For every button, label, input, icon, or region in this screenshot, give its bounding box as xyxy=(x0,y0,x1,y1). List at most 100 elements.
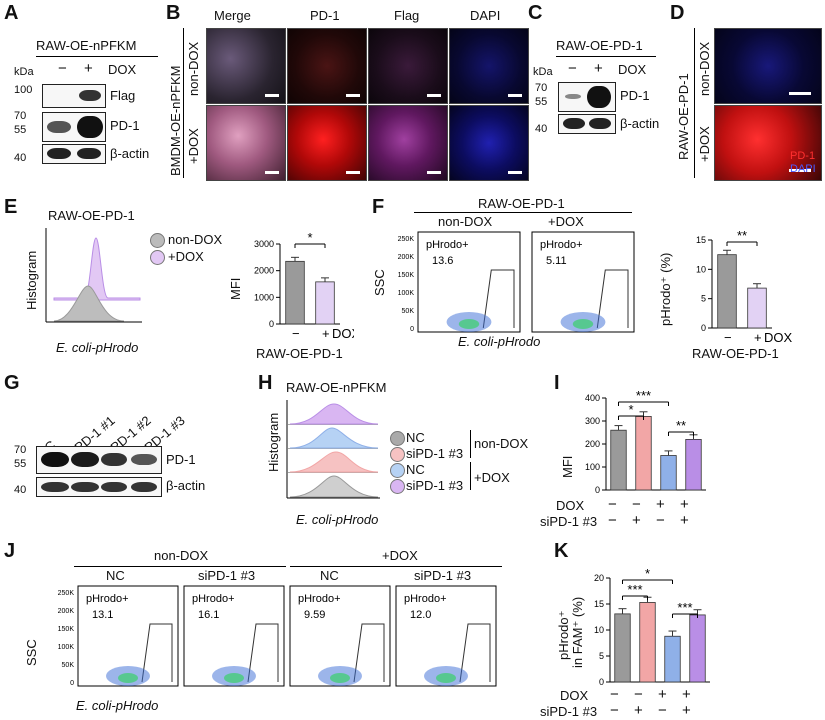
bar xyxy=(635,416,652,491)
y-tick-label: 0 xyxy=(269,319,274,329)
legend-nc-dox: NC xyxy=(406,462,425,477)
y-tick-label: 0 xyxy=(701,323,706,333)
y-tick-label: 0 xyxy=(410,326,414,333)
band xyxy=(77,116,103,138)
scale-bar xyxy=(346,171,360,174)
scale-bar xyxy=(265,94,279,97)
label-pd1: PD-1 xyxy=(620,88,650,103)
col-flag: Flag xyxy=(394,8,420,23)
event-cloud-core xyxy=(436,673,456,683)
sign-dox-3: + xyxy=(658,686,667,703)
panel-label-e: E xyxy=(4,196,18,218)
event-cloud-core xyxy=(224,673,244,683)
gate-percent: 16.1 xyxy=(198,609,219,621)
sign-dox-1: − xyxy=(608,496,617,513)
bar xyxy=(639,602,656,683)
blot-actin xyxy=(558,114,616,134)
bar xyxy=(747,287,767,329)
bracket-nondox xyxy=(470,430,471,458)
bar-e-ylabel: MFI xyxy=(228,277,243,300)
panel-a-title: RAW-OE-nPFKM xyxy=(36,38,137,53)
bar-f-ylabel: pHrodo⁺ (%) xyxy=(658,252,673,326)
panel-c-title: RAW-OE-PD-1 xyxy=(556,38,643,53)
band xyxy=(101,482,127,492)
mw-55: 55 xyxy=(14,458,27,470)
gate-polygon xyxy=(141,623,173,683)
bar xyxy=(664,635,681,683)
category-dox: DOX xyxy=(764,330,793,345)
y-tick-label: 0 xyxy=(595,485,600,495)
panel-h-xlabel: E. coli-pHrodo xyxy=(296,512,379,527)
panel-j-ylabel: SSC xyxy=(24,639,39,666)
y-tick-label: 300 xyxy=(585,416,600,426)
bar xyxy=(614,613,631,683)
image-pd1-dox xyxy=(287,105,367,181)
panel-c-title-line xyxy=(556,56,656,57)
blot-actin xyxy=(42,144,106,164)
image-dapi-nondox xyxy=(714,28,822,104)
band xyxy=(41,452,69,467)
panel-d-row-label: RAW-OE-PD-1 xyxy=(676,73,691,160)
panel-label-b: B xyxy=(166,2,181,24)
gate-polygon xyxy=(482,269,515,329)
scale-bar xyxy=(508,171,522,174)
y-tick-label: 200K xyxy=(398,254,415,261)
label-actin: β-actin xyxy=(166,478,206,493)
bar-f-group: RAW-OE-PD-1 xyxy=(692,346,779,361)
event-cloud-core xyxy=(118,673,138,683)
panel-label-j: J xyxy=(4,540,16,562)
y-tick-label: 250K xyxy=(398,236,415,243)
group-dox: +DOX xyxy=(382,548,418,563)
blot-actin xyxy=(36,477,162,497)
sig-star: ** xyxy=(737,228,747,243)
panel-label-d: D xyxy=(670,2,685,24)
group-dox: +DOX xyxy=(548,214,584,229)
category-plus: + xyxy=(322,326,330,341)
bar xyxy=(717,254,737,329)
bar xyxy=(685,439,702,491)
bar-e-group: RAW-OE-PD-1 xyxy=(256,346,343,361)
bar xyxy=(689,614,706,683)
y-tick-label: 15 xyxy=(594,599,604,609)
panel-b-row-line xyxy=(183,28,184,178)
image-merge-dox xyxy=(206,105,286,181)
band xyxy=(71,482,99,492)
legend-nondox-swatch xyxy=(150,233,165,248)
row-sipd1: siPD-1 #3 xyxy=(540,704,598,719)
y-tick-label: 100 xyxy=(585,462,600,472)
legend-pd1: PD-1 xyxy=(790,150,816,162)
sign-dox-4: + xyxy=(682,686,691,703)
y-tick-label: 5 xyxy=(599,651,604,661)
legend-nc: NC xyxy=(406,430,425,445)
band xyxy=(101,453,127,466)
y-tick-label: 10 xyxy=(696,264,706,274)
flow-plots-j: pHrodo+ 13.1 pHrodo+ 16.1 pHrodo+ 9.59 pHrodo+… xyxy=(58,585,497,687)
curve-nc-dox xyxy=(289,427,379,449)
mw-70: 70 xyxy=(535,82,548,94)
y-tick-label: 100K xyxy=(58,644,75,651)
scale-bar xyxy=(265,171,279,174)
col-sipd1-2: siPD-1 #3 xyxy=(414,568,472,583)
scale-bar xyxy=(427,171,441,174)
flow-plots-f: pHrodo+ 13.6 pHrodo+ 5.11 250K 200K 150K 100K 50… xyxy=(398,231,635,333)
event-cloud-core xyxy=(572,319,594,329)
sign-si-3: − xyxy=(658,702,667,719)
y-tick-label: 150K xyxy=(398,272,415,279)
panel-h-ylabel: Histogram xyxy=(266,412,281,472)
legend-dox: +DOX xyxy=(168,249,204,264)
sign-si-4: + xyxy=(680,512,689,529)
bar-i-ylabel: MFI xyxy=(560,455,575,478)
bar-chart-f: 0 5 10 15 ** − + DOX xyxy=(696,228,793,345)
image-merge-nondox xyxy=(206,28,286,104)
panel-f-xlabel: E. coli-pHrodo xyxy=(458,334,541,349)
panel-f-title-line xyxy=(414,212,632,213)
mw-40: 40 xyxy=(14,152,27,164)
panel-d-row-line xyxy=(694,28,695,178)
y-tick-label: 10 xyxy=(594,625,604,635)
col-dapi: DAPI xyxy=(470,8,501,23)
bar xyxy=(610,429,627,491)
band xyxy=(131,482,157,492)
sign-dox-1: − xyxy=(610,686,619,703)
sig-star: * xyxy=(628,402,633,417)
scale-bar xyxy=(789,169,811,172)
